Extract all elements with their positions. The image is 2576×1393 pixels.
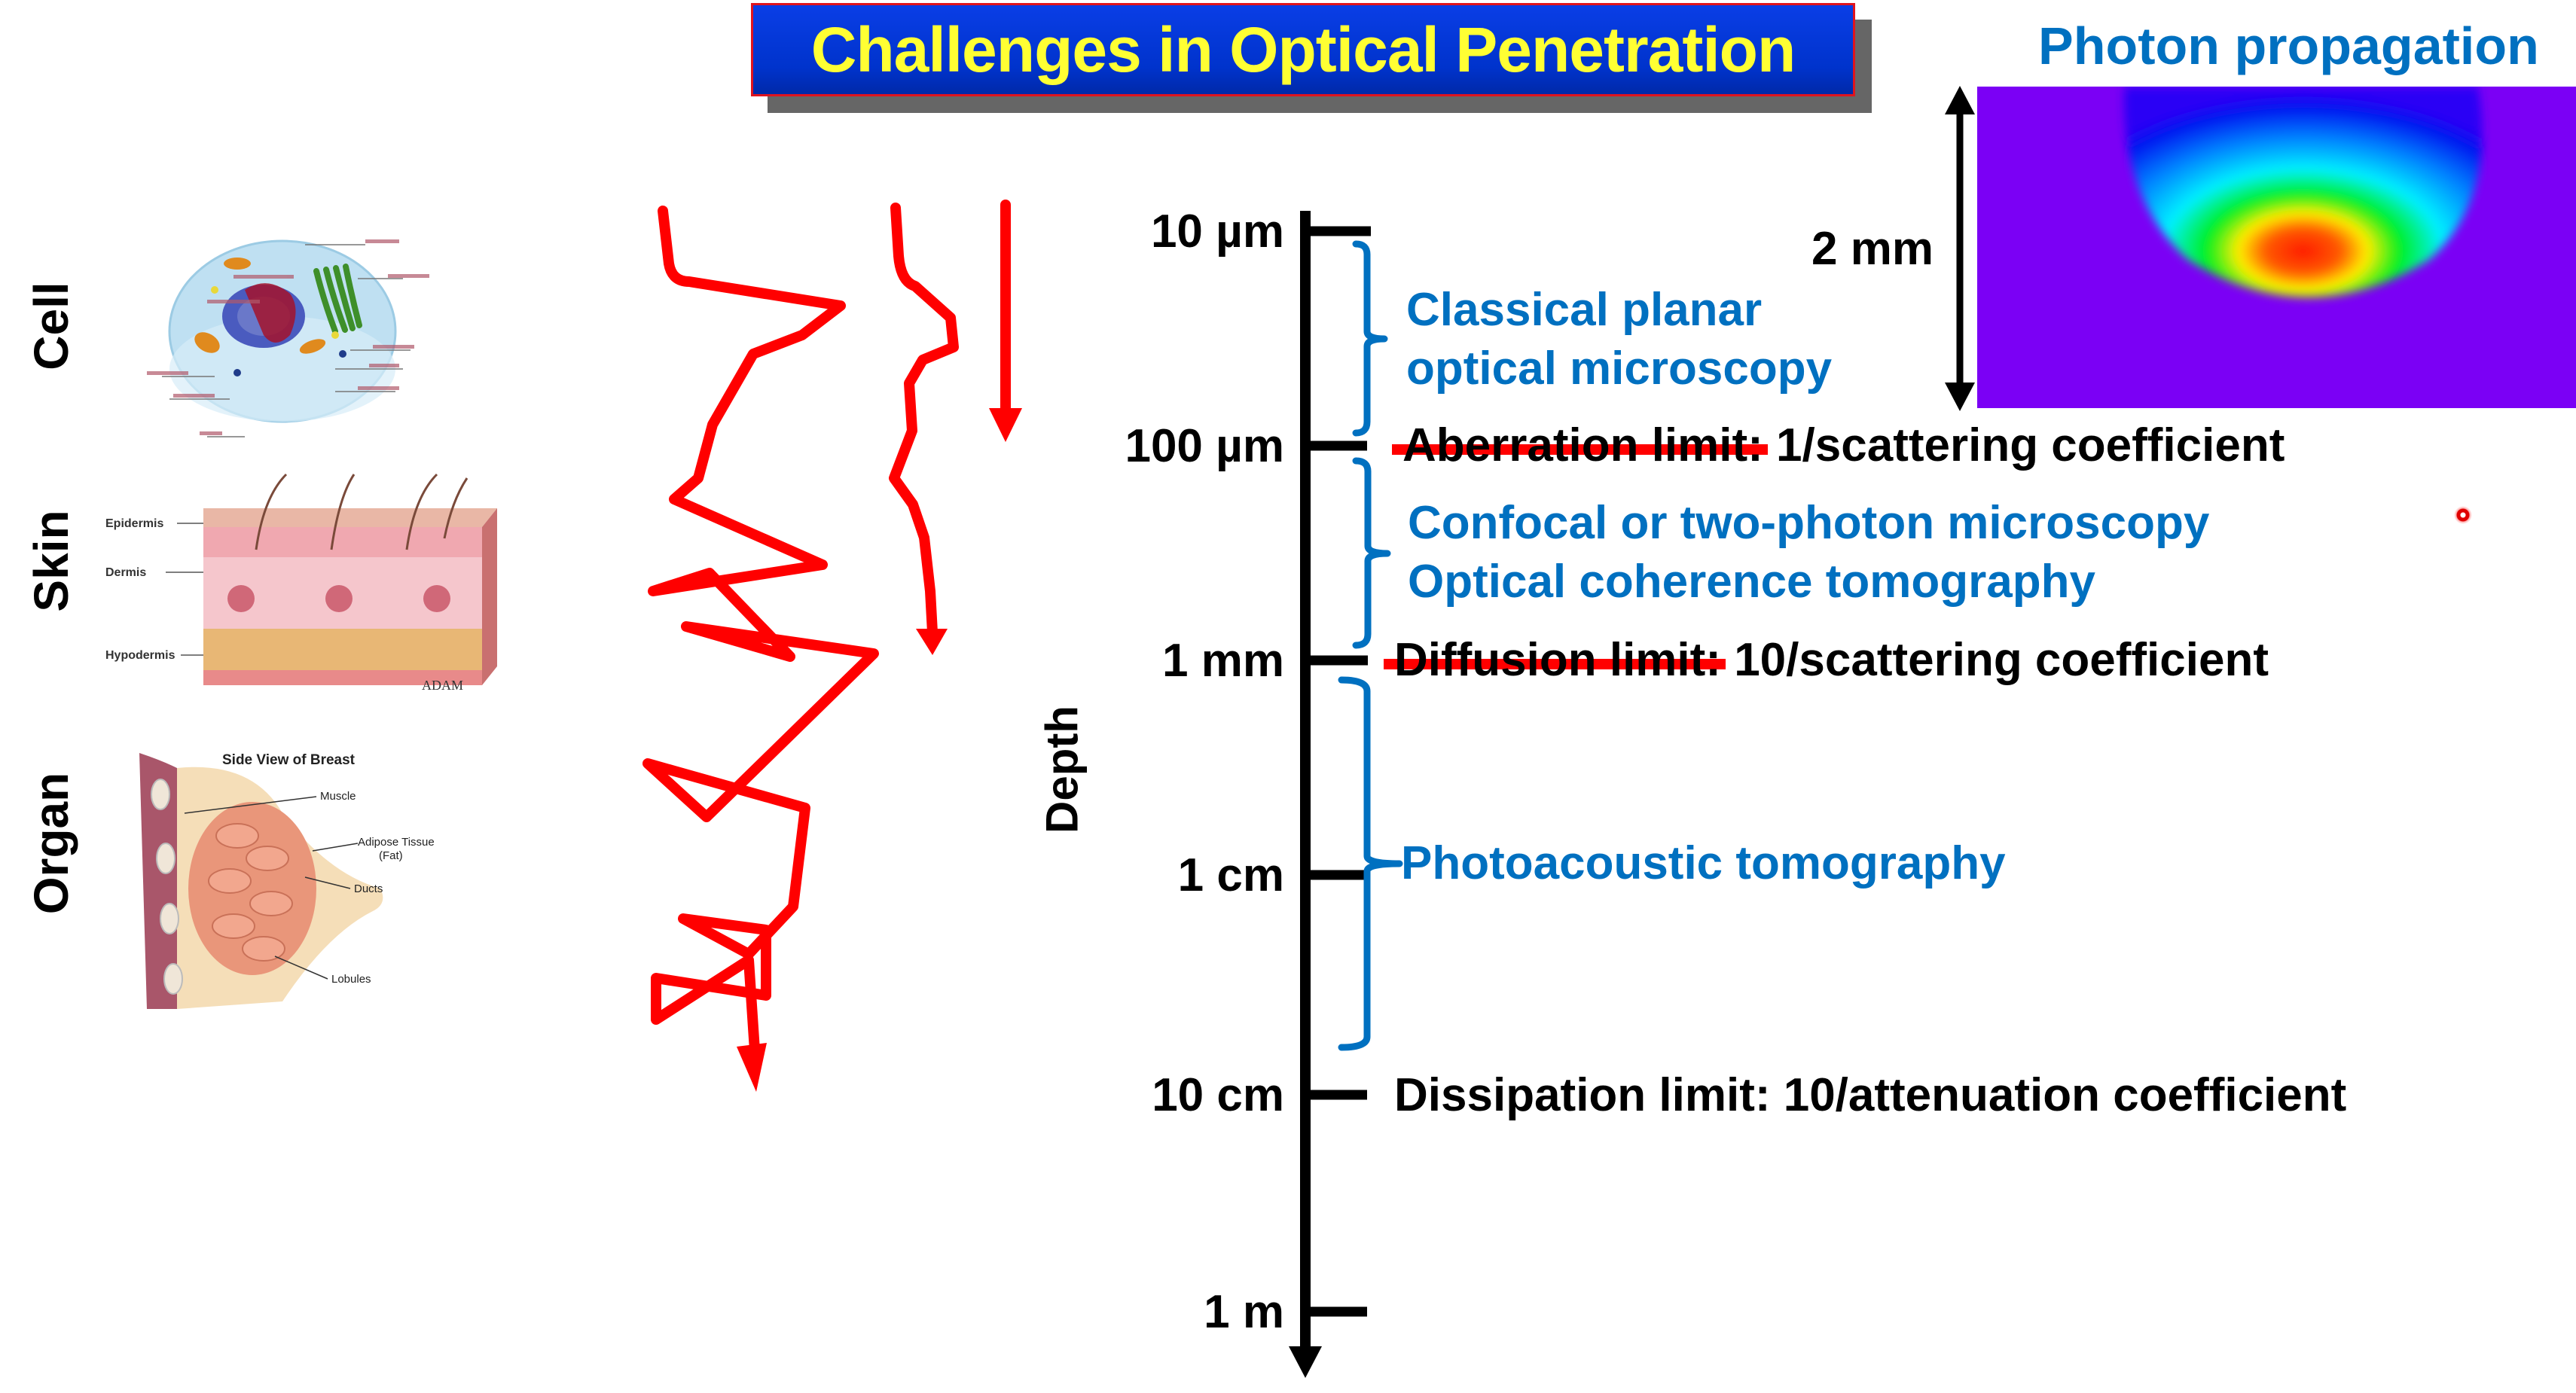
modality-classical-line1: Classical planar [1406, 284, 1763, 336]
modality-classical-line2: optical microscopy [1406, 343, 1833, 395]
organ-label-lobules: Lobules [331, 973, 371, 986]
photon-propagation-heatmap [1977, 87, 2576, 408]
organ-diagram-image: Side View of Breast Muscle Adipose Tissu… [132, 738, 486, 1009]
depth-axis-arrowhead-icon [1289, 1346, 1322, 1378]
organ-label-fat: (Fat) [379, 849, 403, 862]
diffusion-limit: Diffusion limit: 10/scattering coefficie… [1384, 634, 2269, 686]
bracket-photoacoustic [1338, 676, 1403, 1051]
bracket-confocal [1352, 457, 1391, 649]
tick-label-10cm: 10 cm [1152, 1069, 1284, 1121]
scale-label-2mm: 2 mm [1811, 223, 1934, 275]
quasi-ballistic-path [889, 203, 959, 638]
scale-double-arrow-icon [1945, 86, 1975, 411]
modality-oct: Optical coherence tomography [1408, 556, 2095, 608]
tick-label-1m: 1 m [1204, 1286, 1284, 1338]
cell-diagram-image [132, 211, 433, 452]
diffusion-limit-struck: Diffusion limit: [1384, 637, 1726, 684]
skin-diagram-image: Epidermis Dermis Hypodermis ADAM [90, 467, 512, 693]
strikethrough-mark [1384, 658, 1726, 669]
aberration-limit-value: 1/scattering coefficient [1776, 419, 2285, 471]
dissipation-limit: Dissipation limit: 10/attenuation coeffi… [1394, 1069, 2347, 1121]
organ-label-muscle: Muscle [320, 790, 356, 803]
aberration-limit-struck: Aberration limit: [1392, 422, 1768, 469]
aberration-limit: Aberration limit: 1/scattering coefficie… [1392, 419, 2285, 471]
title-banner: Challenges in Optical Penetration [751, 3, 1855, 96]
skin-label-dermis: Dermis [105, 566, 146, 579]
tick-label-1cm: 1 cm [1177, 849, 1284, 901]
skin-label-epidermis: Epidermis [105, 517, 163, 530]
skin-credit: ADAM [422, 678, 463, 693]
skin-label-hypodermis: Hypodermis [105, 649, 175, 662]
tick-label-1mm: 1 mm [1162, 635, 1284, 687]
organ-label-adipose: Adipose Tissue [358, 836, 435, 849]
tick-label-100um: 100 µm [1125, 420, 1284, 472]
modality-photoacoustic: Photoacoustic tomography [1401, 837, 2006, 889]
diffuse-path-arrowhead-icon [737, 1043, 767, 1092]
diffuse-scattering-path [642, 206, 879, 1056]
tick-label-10um: 10 µm [1150, 206, 1284, 258]
slide-title: Challenges in Optical Penetration [810, 14, 1796, 85]
organ-heading: Side View of Breast [222, 752, 356, 768]
laser-pointer-icon [2454, 506, 2472, 524]
quasi-ballistic-arrowhead-icon [916, 629, 948, 655]
diffusion-limit-value: 10/scattering coefficient [1734, 634, 2269, 686]
modality-confocal: Confocal or two-photon microscopy [1408, 497, 2210, 549]
strikethrough-mark [1392, 444, 1768, 455]
bracket-classical [1352, 240, 1388, 437]
organ-label-ducts: Ducts [354, 882, 383, 895]
ballistic-arrowhead-icon [989, 408, 1022, 442]
photon-propagation-title: Photon propagation [2038, 17, 2539, 75]
